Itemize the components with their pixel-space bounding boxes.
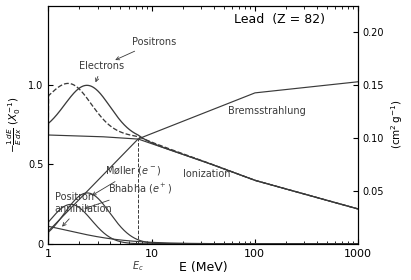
Text: Positrons: Positrons (116, 37, 176, 60)
Text: Bhabha ($e^+$): Bhabha ($e^+$) (85, 182, 172, 209)
Text: Ionization: Ionization (182, 169, 230, 179)
Y-axis label: $-\frac{1}{E}\frac{dE}{dx}\ (X_0^{-1})$: $-\frac{1}{E}\frac{dE}{dx}\ (X_0^{-1})$ (6, 96, 24, 153)
X-axis label: E (MeV): E (MeV) (179, 262, 227, 274)
Text: Positron
annihilation: Positron annihilation (55, 192, 113, 226)
Y-axis label: $(\mathrm{cm}^2\,\mathrm{g}^{-1})$: $(\mathrm{cm}^2\,\mathrm{g}^{-1})$ (390, 100, 405, 149)
Text: Electrons: Electrons (79, 61, 125, 81)
Text: Bremsstrahlung: Bremsstrahlung (228, 106, 306, 116)
Text: Lead  (Z = 82): Lead (Z = 82) (234, 13, 325, 26)
Text: $E_c$: $E_c$ (132, 260, 144, 274)
Text: Møller ($e^-$): Møller ($e^-$) (92, 164, 161, 195)
